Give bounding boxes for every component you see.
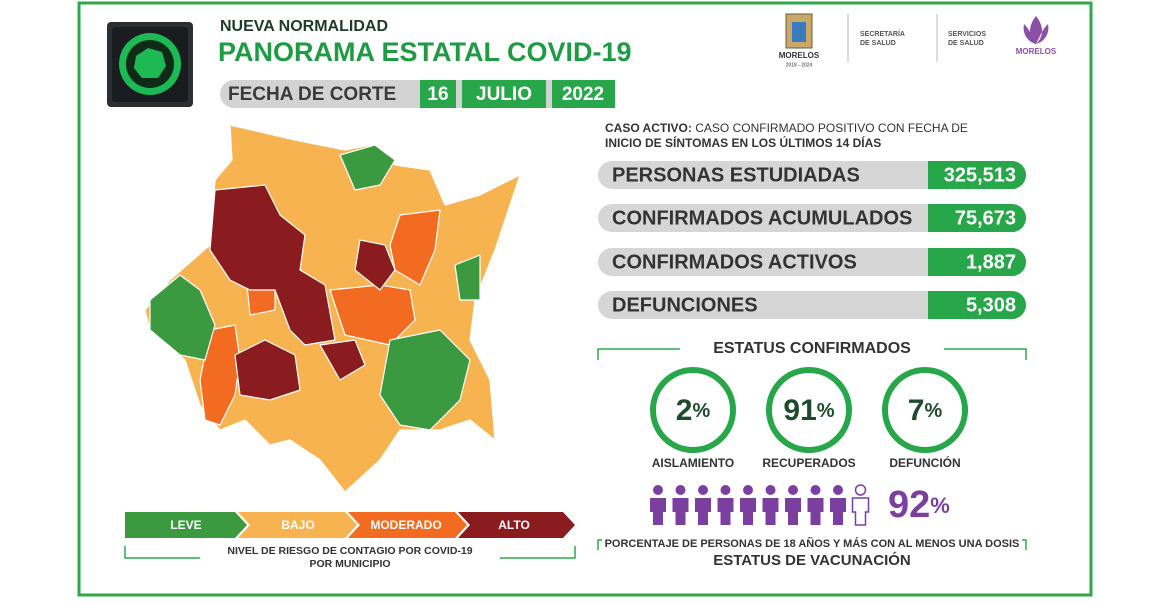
subtitle: NUEVA NORMALIDAD [220, 18, 388, 35]
logo-state: MORELOS [779, 51, 820, 60]
status: ESTATUS CONFIRMADOS 2% 91% 7% AISLAMIENT… [597, 340, 1027, 470]
definition-line: INICIO DE SÍNTOMAS EN LOS ÚLTIMOS 14 DÍA… [605, 135, 881, 150]
date-day: 16 [427, 84, 448, 105]
person-icon [762, 485, 779, 525]
stat-value: 325,513 [944, 164, 1016, 186]
person-icon [717, 485, 734, 525]
status-label: AISLAMIENTO [652, 456, 734, 470]
logo-secretaria-2: DE SALUD [860, 40, 896, 47]
stat-label: CONFIRMADOS ACUMULADOS [612, 207, 912, 229]
person-icon [807, 485, 824, 525]
title: PANORAMA ESTATAL COVID-19 [218, 37, 632, 67]
vaccination-title: ESTATUS DE VACUNACIÓN [713, 551, 911, 569]
status-label: RECUPERADOS [762, 456, 855, 470]
person-icon [785, 485, 801, 525]
definition-line: CASO ACTIVO: CASO CONFIRMADO POSITIVO CO… [605, 121, 968, 135]
legend-caption: POR MUNICIPIO [309, 558, 390, 570]
person-icon [851, 484, 870, 526]
logo-servicios-2: DE SALUD [948, 40, 984, 47]
risk-map [144, 124, 521, 493]
person-icon [695, 485, 711, 525]
vaccination-caption: PORCENTAJE DE PERSONAS DE 18 AÑOS Y MÁS … [605, 537, 1020, 550]
legend-level: LEVE [170, 518, 201, 532]
legend-level: MODERADO [370, 518, 441, 532]
person-icon [672, 485, 689, 525]
stat-label: PERSONAS ESTUDIADAS [612, 164, 860, 186]
date-label: FECHA DE CORTE [228, 84, 396, 105]
legend-caption: NIVEL DE RIESGO DE CONTAGIO POR COVID-19 [227, 545, 472, 557]
status-title: ESTATUS CONFIRMADOS [713, 340, 911, 357]
date-year: 2022 [562, 84, 604, 105]
legend-level: BAJO [281, 518, 314, 532]
vaccination-value: 92% [888, 484, 950, 526]
people-icons [650, 484, 870, 526]
logos: MORELOS 2018 - 2024 SECRETARÍA DE SALUD … [779, 13, 1057, 68]
logo-servicios-1: SERVICIOS [948, 31, 986, 38]
status-value: 2% [676, 394, 711, 427]
logo-secretaria-1: SECRETARÍA [860, 29, 905, 38]
stat-label: DEFUNCIONES [612, 294, 758, 316]
logo-brand: MORELOS [1016, 47, 1057, 56]
legend-level: ALTO [498, 518, 530, 532]
logo-state-years: 2018 - 2024 [786, 62, 813, 68]
risk-legend: LEVE BAJO MODERADO ALTO NIVEL DE RIESGO … [124, 512, 576, 570]
stat-label: CONFIRMADOS ACTIVOS [612, 251, 857, 273]
status-value: 91% [783, 394, 834, 427]
person-icon [830, 485, 846, 525]
date-month: JULIO [476, 84, 532, 105]
status-label: DEFUNCIÓN [889, 455, 960, 470]
stat-value: 75,673 [955, 207, 1016, 229]
stat-value: 5,308 [966, 294, 1016, 316]
stat-value: 1,887 [966, 251, 1016, 273]
person-icon [650, 485, 666, 525]
status-value: 7% [908, 394, 943, 427]
date-bar: FECHA DE CORTE 16 JULIO 2022 [220, 80, 615, 108]
person-icon [740, 485, 756, 525]
vaccination: 92% PORCENTAJE DE PERSONAS DE 18 AÑOS Y … [597, 484, 1027, 569]
stats: PERSONAS ESTUDIADAS 325,513 CONFIRMADOS … [598, 161, 1026, 319]
traffic-light [107, 22, 193, 107]
